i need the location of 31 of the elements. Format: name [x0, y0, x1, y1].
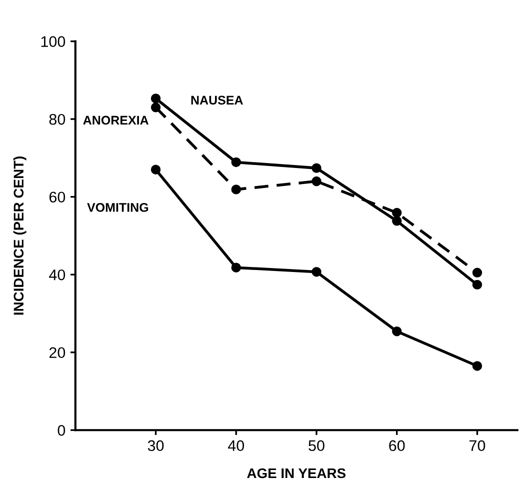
x-tick-label: 70 [470, 440, 486, 452]
y-tick-label: 60 [49, 192, 66, 203]
x-axis-title: AGE IN YEARS [247, 468, 346, 478]
y-axis-title: INCIDENCE (PER CENT) [13, 156, 26, 315]
point [392, 326, 402, 336]
series-label: NAUSEA [191, 96, 243, 105]
point [472, 361, 482, 371]
point [150, 164, 161, 174]
y-tick-label: 40 [49, 269, 66, 280]
point [472, 268, 482, 278]
point [312, 267, 322, 277]
point [231, 184, 241, 194]
point [312, 176, 322, 186]
y-tick-label: 0 [58, 424, 66, 436]
x-tick-label: 60 [389, 440, 405, 452]
x-tick-label: 50 [308, 440, 324, 452]
y-tick-label: 20 [49, 347, 66, 358]
point [392, 208, 402, 218]
x-tick-label: 40 [228, 440, 244, 452]
point [312, 163, 322, 173]
y-tick-label: 80 [49, 114, 66, 125]
point [231, 157, 241, 168]
series-label: ANOREXIA [83, 116, 148, 125]
point [150, 102, 161, 112]
text: VOMITING [87, 203, 148, 212]
point [150, 94, 161, 104]
x-tick-label: 30 [148, 440, 164, 452]
y-tick-label: 100 [41, 36, 66, 47]
point [472, 280, 482, 290]
point [231, 262, 241, 272]
point [392, 216, 402, 226]
